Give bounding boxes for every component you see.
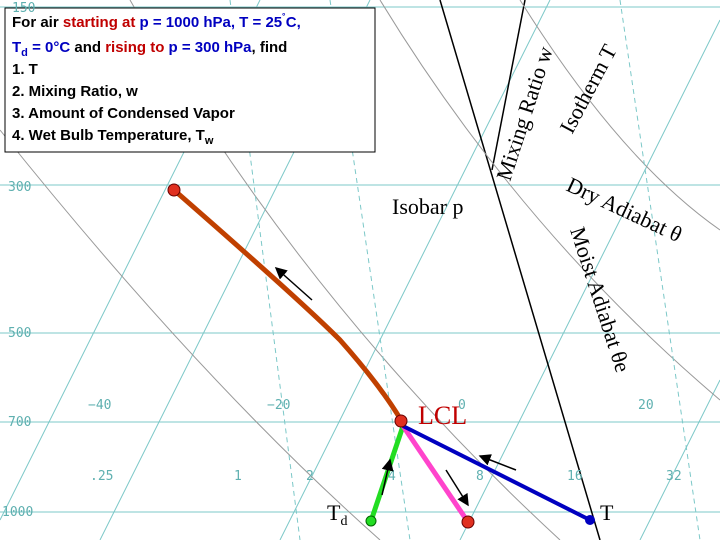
text: starting at xyxy=(63,14,136,31)
problem-text: For air starting at p = 1000 hPa, T = 25… xyxy=(12,13,301,147)
temperature-point xyxy=(585,515,595,525)
lcl-label: LCL xyxy=(418,401,467,430)
text: T xyxy=(12,39,21,56)
pressure-label: 500 xyxy=(8,326,31,341)
text: d xyxy=(340,514,347,529)
problem-line: 1. T xyxy=(12,61,38,78)
mixing-ratio-label: 16 xyxy=(567,469,583,484)
text: T xyxy=(327,500,341,525)
pressure-label: 1000 xyxy=(2,505,33,520)
arrow xyxy=(381,458,394,496)
dewpoint-point xyxy=(365,515,377,527)
problem-line: 2. Mixing Ratio, w xyxy=(12,83,138,100)
td-label: Td xyxy=(327,500,347,529)
dry-path xyxy=(402,424,591,522)
text: 4. Wet Bulb Temperature, T xyxy=(12,127,205,144)
mixing-ratio-label: Mixing Ratio w xyxy=(491,43,558,183)
isotherm-label: Isotherm T xyxy=(554,40,622,138)
wet-bulb-path xyxy=(400,424,471,524)
isobar-label: Isobar p xyxy=(392,194,463,219)
pressure-label: 300 xyxy=(8,180,31,195)
temperature-label: 0 xyxy=(458,398,466,413)
lcl-point xyxy=(394,414,408,428)
temperature-label: −20 xyxy=(267,398,290,413)
mixing-ratio-label: .25 xyxy=(90,469,113,484)
moist-adiabat-label: Moist Adiabat θe xyxy=(565,224,635,375)
text: p = 300 hPa xyxy=(164,39,252,56)
text: rising to xyxy=(105,39,164,56)
mixing-ratio-label: 4 xyxy=(388,469,396,484)
mixing-ratio-label: 1 xyxy=(234,469,242,484)
start-point xyxy=(167,183,181,197)
arrow xyxy=(274,267,313,301)
pressure-label: 700 xyxy=(8,415,31,430)
pressure-label: 150 xyxy=(12,1,35,16)
text: C, xyxy=(286,14,301,31)
problem-line: 4. Wet Bulb Temperature, Tw xyxy=(12,127,214,147)
problem-line: Td = 0°C and rising to p = 300 hPa, find xyxy=(12,39,287,59)
line-labels: Mixing Ratio w Isotherm T Isobar p Dry A… xyxy=(327,40,686,529)
wet-bulb-point xyxy=(461,515,475,529)
mixing-ratio-label: 8 xyxy=(476,469,484,484)
text: p = 1000 hPa, T = 25 xyxy=(135,14,282,31)
temperature-label: −40 xyxy=(88,398,111,413)
text: and xyxy=(70,39,105,56)
text: , find xyxy=(252,39,288,56)
mixing-ratio-label: 2 xyxy=(306,469,314,484)
axis-labels: 150 300 500 700 1000 −40 −20 0 20 .25 1 … xyxy=(2,1,682,520)
text: = 0°C xyxy=(28,39,70,56)
arrow xyxy=(478,454,517,471)
temperature-label: 20 xyxy=(638,398,654,413)
problem-line: 3. Amount of Condensed Vapor xyxy=(12,105,235,122)
problem-box xyxy=(4,7,376,153)
moist-path xyxy=(172,188,404,422)
t-label: T xyxy=(600,500,614,525)
text: w xyxy=(204,135,214,147)
problem-line: For air starting at p = 1000 hPa, T = 25… xyxy=(12,13,301,31)
text: ˚ xyxy=(282,13,286,25)
parcel-paths xyxy=(167,183,595,529)
arrow xyxy=(445,469,469,507)
mixing-ratio-label: 32 xyxy=(666,469,682,484)
text: For air xyxy=(12,14,63,31)
text: d xyxy=(21,47,28,59)
